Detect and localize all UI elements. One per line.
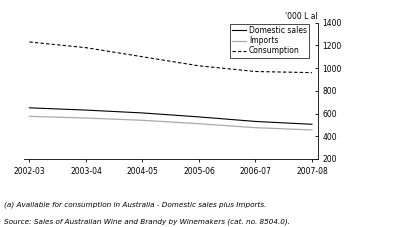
- Legend: Domestic sales, Imports, Consumption: Domestic sales, Imports, Consumption: [230, 24, 309, 58]
- Domestic sales: [197, 116, 201, 118]
- Line: Imports: Imports: [29, 116, 312, 130]
- Domestic sales: [27, 106, 32, 109]
- Consumption: [140, 55, 145, 58]
- Consumption: [27, 41, 32, 43]
- Line: Domestic sales: Domestic sales: [29, 108, 312, 124]
- Text: Source: Sales of Australian Wine and Brandy by Winemakers (cat. no. 8504.0).: Source: Sales of Australian Wine and Bra…: [4, 218, 290, 225]
- Imports: [197, 122, 201, 125]
- Text: '000 L al: '000 L al: [285, 12, 318, 21]
- Consumption: [197, 64, 201, 67]
- Imports: [140, 119, 145, 122]
- Consumption: [84, 46, 89, 49]
- Imports: [27, 115, 32, 118]
- Imports: [310, 128, 314, 131]
- Domestic sales: [84, 109, 89, 111]
- Line: Consumption: Consumption: [29, 42, 312, 73]
- Imports: [253, 126, 258, 129]
- Consumption: [310, 71, 314, 74]
- Imports: [84, 117, 89, 119]
- Domestic sales: [253, 120, 258, 123]
- Text: (a) Available for consumption in Australia - Domestic sales plus Imports.: (a) Available for consumption in Austral…: [4, 201, 266, 207]
- Domestic sales: [310, 123, 314, 126]
- Domestic sales: [140, 111, 145, 114]
- Consumption: [253, 70, 258, 73]
